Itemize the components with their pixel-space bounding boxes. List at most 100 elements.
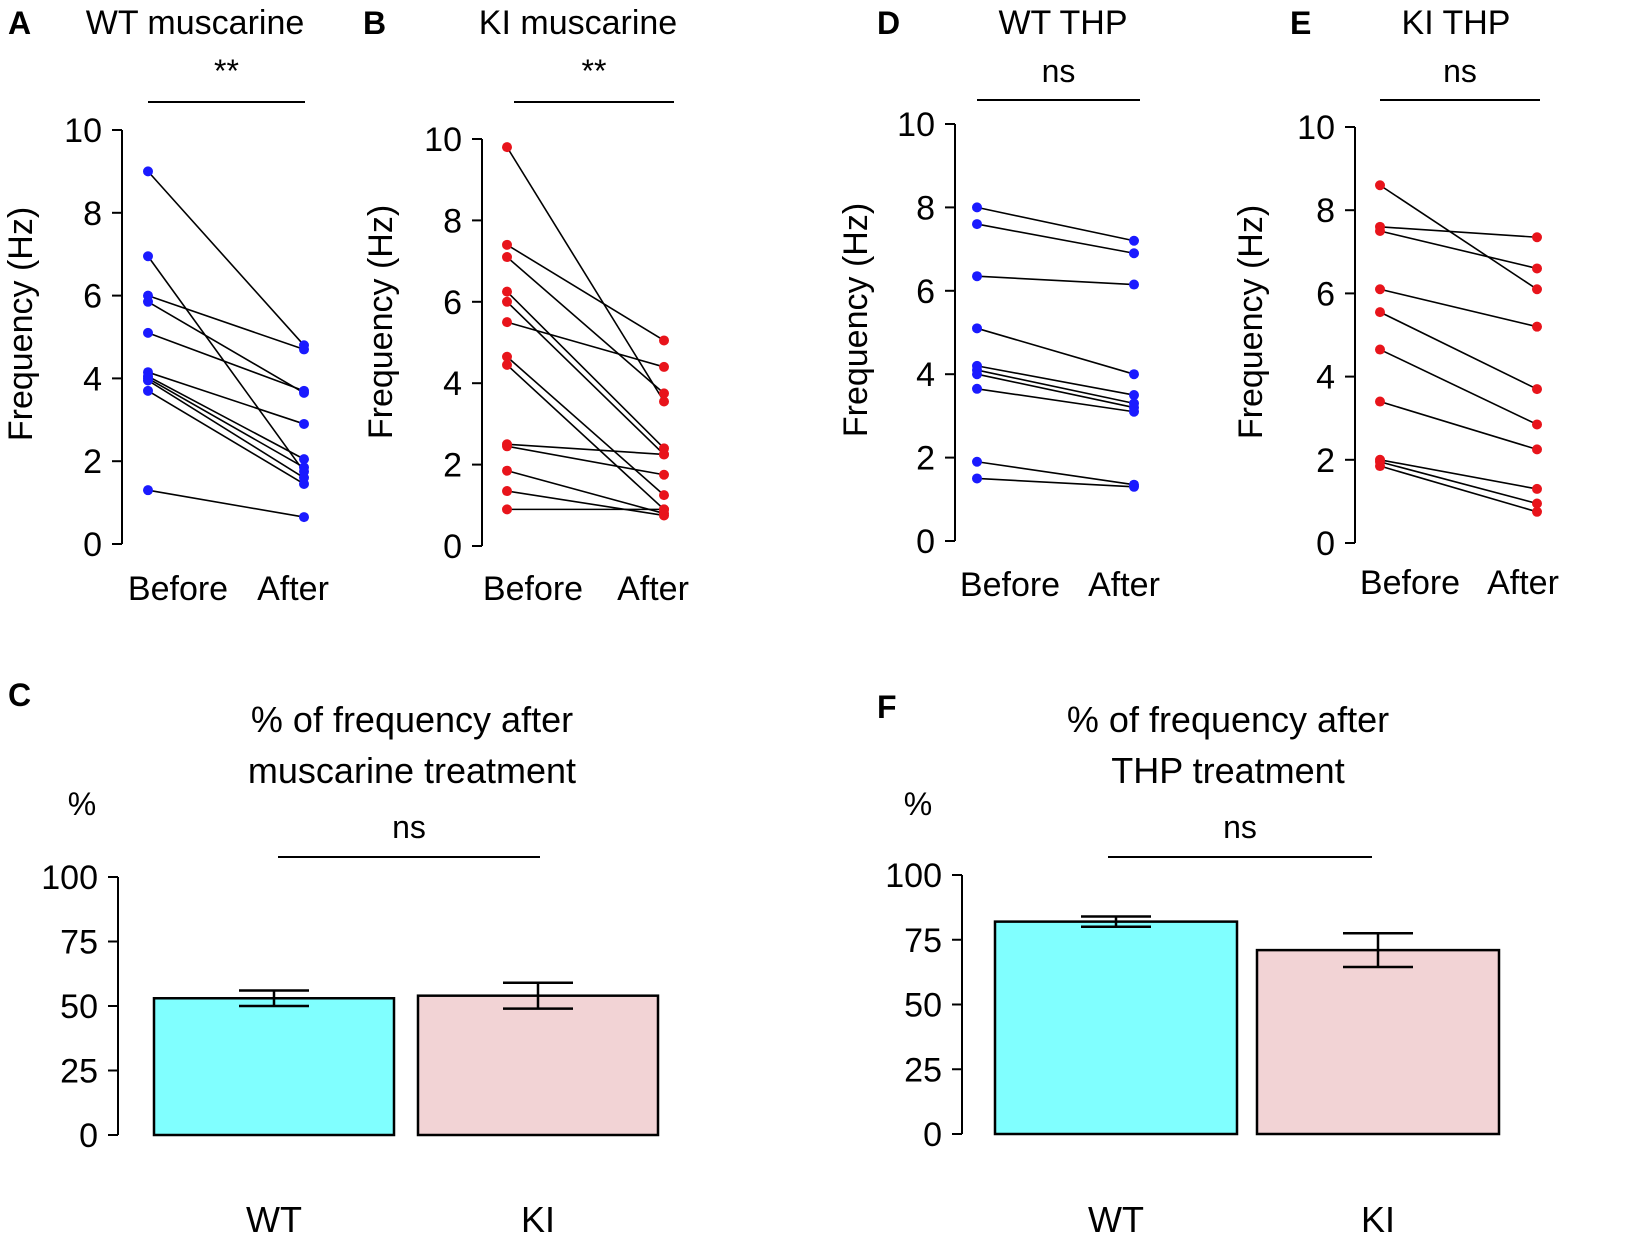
y-tick-label: 8 bbox=[443, 202, 462, 240]
y-axis-label: Frequency (Hz) bbox=[2, 207, 40, 441]
data-point-before bbox=[1375, 344, 1385, 355]
pair-line bbox=[506, 469, 665, 515]
data-point-before bbox=[502, 239, 512, 250]
pair-line bbox=[1379, 226, 1538, 239]
panel-label: F bbox=[877, 689, 897, 725]
pair-line bbox=[1379, 288, 1538, 328]
y-tick-label: 10 bbox=[897, 106, 935, 144]
pair-line bbox=[506, 291, 665, 449]
pair-line bbox=[147, 371, 305, 425]
bar-wt bbox=[993, 920, 1239, 1136]
data-point-after bbox=[299, 385, 309, 396]
pair-line bbox=[976, 373, 1135, 409]
pair-line bbox=[147, 375, 305, 460]
x-category-label: WT bbox=[1088, 1199, 1144, 1240]
y-tick-label: 10 bbox=[1297, 109, 1335, 147]
pair-line bbox=[1379, 400, 1538, 451]
pair-line bbox=[976, 369, 1135, 405]
y-tick-label: 100 bbox=[41, 859, 98, 897]
bar-wt bbox=[152, 997, 396, 1137]
pair-line bbox=[147, 255, 305, 473]
data-point-after bbox=[299, 462, 309, 473]
pair-line bbox=[506, 445, 665, 476]
y-tick-label: 10 bbox=[64, 112, 102, 150]
data-point-after bbox=[1129, 481, 1139, 492]
data-point-after bbox=[1532, 419, 1542, 430]
pair-line bbox=[976, 388, 1135, 413]
panel-c: C % of frequency after muscarine treatment… bbox=[8, 677, 660, 1240]
panel-d: D WT THP 0 2 4 6 8 10 Frequency (Hz) ns Before Afte… bbox=[837, 4, 1160, 604]
significance-label: ns bbox=[392, 809, 426, 845]
y-tick-label: 100 bbox=[885, 857, 942, 895]
data-point-after bbox=[659, 504, 669, 515]
bar-ki bbox=[1255, 948, 1501, 1136]
pair-line bbox=[506, 301, 665, 455]
data-point-before bbox=[143, 166, 153, 177]
data-point-after bbox=[1532, 232, 1542, 243]
pair-line bbox=[147, 294, 305, 351]
data-point-before bbox=[502, 486, 512, 497]
panel-e: E KI THP 0 2 4 6 8 10 Frequency (Hz) ns Before Afte… bbox=[1232, 4, 1559, 602]
y-tick-label: 8 bbox=[916, 189, 935, 227]
pair-line bbox=[506, 443, 665, 456]
data-point-before bbox=[1375, 284, 1385, 295]
y-tick-label: 6 bbox=[1316, 275, 1335, 313]
x-category-label: Before bbox=[128, 570, 228, 608]
y-tick-label: 4 bbox=[443, 365, 462, 403]
y-tick-label: 2 bbox=[1316, 442, 1335, 480]
data-point-before bbox=[502, 465, 512, 476]
data-point-after bbox=[1129, 390, 1139, 401]
data-point-before bbox=[972, 219, 982, 230]
data-point-before bbox=[972, 202, 982, 213]
panel-b: B KI muscarine 0 2 4 6 8 10 Frequency (Hz) ** Befo… bbox=[362, 4, 689, 608]
y-tick-label: 0 bbox=[916, 523, 935, 561]
data-point-after bbox=[299, 344, 309, 355]
chart-title: WT muscarine bbox=[86, 4, 305, 42]
data-point-after bbox=[659, 335, 669, 346]
data-point-before bbox=[502, 252, 512, 263]
x-category-label: KI bbox=[521, 1199, 555, 1240]
significance-label: ** bbox=[582, 53, 607, 89]
x-category-label: After bbox=[257, 570, 329, 608]
data-point-before bbox=[1375, 226, 1385, 236]
data-point-before bbox=[502, 441, 512, 452]
y-tick-label: 0 bbox=[923, 1116, 942, 1154]
data-point-after bbox=[1532, 284, 1542, 295]
pair-line bbox=[147, 489, 305, 518]
panel-label: E bbox=[1290, 5, 1311, 41]
data-point-before bbox=[502, 504, 512, 515]
y-tick-label: 50 bbox=[904, 987, 942, 1025]
data-point-before bbox=[143, 385, 153, 396]
data-point-before bbox=[972, 369, 982, 380]
data-point-after bbox=[659, 469, 669, 480]
data-point-before bbox=[143, 296, 153, 307]
y-tick-label: 2 bbox=[83, 443, 102, 481]
y-tick-label: 0 bbox=[443, 528, 462, 566]
data-point-after bbox=[299, 418, 309, 429]
data-point-before bbox=[143, 485, 153, 496]
y-tick-label: 6 bbox=[443, 284, 462, 322]
data-point-after bbox=[1129, 369, 1139, 380]
chart-title: WT THP bbox=[998, 4, 1127, 42]
panel-label: C bbox=[8, 677, 31, 713]
data-point-after bbox=[1129, 235, 1139, 246]
x-category-label: KI bbox=[1361, 1199, 1395, 1240]
data-point-before bbox=[143, 327, 153, 338]
chart-title-line: % of frequency after bbox=[1067, 699, 1389, 740]
x-category-label: Before bbox=[1360, 564, 1460, 602]
y-tick-label: 0 bbox=[1316, 525, 1335, 563]
x-category-label: Before bbox=[960, 566, 1060, 604]
x-category-label: After bbox=[1088, 566, 1160, 604]
y-tick-label: 25 bbox=[60, 1053, 98, 1091]
pair-line bbox=[506, 490, 665, 517]
data-point-before bbox=[502, 359, 512, 370]
pair-line bbox=[976, 327, 1135, 375]
data-point-after bbox=[1532, 263, 1542, 274]
y-axis-label: Frequency (Hz) bbox=[1232, 205, 1270, 439]
data-point-before bbox=[1375, 396, 1385, 407]
x-category-label: WT bbox=[246, 1199, 302, 1240]
y-tick-label: 4 bbox=[916, 356, 935, 394]
data-point-before bbox=[972, 473, 982, 484]
y-tick-label: 0 bbox=[79, 1117, 98, 1155]
bar-ki bbox=[416, 994, 660, 1137]
